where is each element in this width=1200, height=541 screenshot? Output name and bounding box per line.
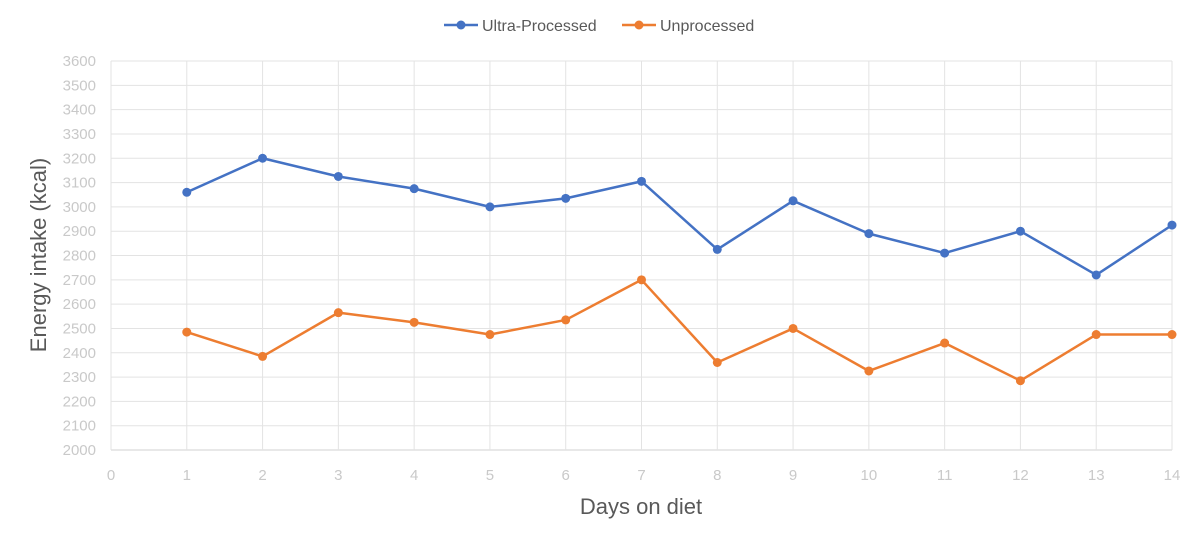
legend-label-ultra-processed: Ultra-Processed — [482, 18, 597, 35]
data-point-unprocessed-12[interactable] — [1015, 376, 1025, 386]
data-point-unprocessed-14[interactable] — [1167, 330, 1177, 340]
y-tick-label-2600: 2600 — [63, 296, 96, 313]
x-tick-label-10: 10 — [861, 467, 878, 484]
x-axis-ticks: 0 1 2 3 4 5 6 7 8 9 10 11 12 13 14 — [107, 467, 1181, 484]
y-tick-label-3400: 3400 — [63, 102, 96, 119]
data-point-ultra-processed-14[interactable] — [1167, 220, 1177, 230]
legend-item-unprocessed[interactable]: Unprocessed — [622, 18, 754, 35]
x-tick-label-5: 5 — [486, 467, 494, 484]
y-tick-label-2000: 2000 — [63, 442, 96, 459]
y-tick-label-2200: 2200 — [63, 393, 96, 410]
y-tick-label-3300: 3300 — [63, 126, 96, 143]
data-point-ultra-processed-6[interactable] — [561, 193, 571, 203]
series-line-ultra-processed — [186, 157, 1173, 277]
series-line-unprocessed — [186, 278, 1172, 382]
y-axis-title: Energy intake (kcal) — [26, 158, 51, 352]
data-point-ultra-processed-12[interactable] — [1015, 226, 1025, 236]
y-tick-label-2900: 2900 — [63, 223, 96, 240]
x-tick-label-1: 1 — [183, 467, 191, 484]
data-point-unprocessed-4[interactable] — [409, 317, 419, 327]
data-point-unprocessed-7[interactable] — [637, 275, 646, 285]
data-point-ultra-processed-3[interactable] — [333, 171, 343, 181]
x-tick-label-2: 2 — [258, 467, 266, 484]
y-tick-label-2100: 2100 — [63, 418, 96, 435]
data-point-unprocessed-13[interactable] — [1091, 330, 1101, 340]
legend-marker-ultra-processed — [456, 20, 466, 30]
data-point-unprocessed-6[interactable] — [561, 315, 571, 325]
x-tick-label-9: 9 — [789, 467, 797, 484]
legend-marker-unprocessed — [634, 20, 644, 30]
x-axis-title: Days on diet — [580, 494, 702, 519]
x-tick-label-7: 7 — [637, 467, 645, 484]
data-point-ultra-processed-5[interactable] — [485, 202, 495, 212]
data-point-ultra-processed-1[interactable] — [182, 187, 192, 197]
data-point-unprocessed-1[interactable] — [182, 327, 192, 337]
y-axis-ticks: 2000 2100 2200 2300 2400 2500 2600 2700 2800 2900… — [63, 53, 96, 459]
y-tick-label-3500: 3500 — [63, 77, 96, 94]
y-tick-label-3600: 3600 — [63, 53, 96, 70]
x-tick-label-8: 8 — [713, 467, 721, 484]
y-tick-label-3200: 3200 — [63, 150, 96, 167]
legend-label-unprocessed: Unprocessed — [660, 18, 754, 35]
x-tick-label-13: 13 — [1088, 467, 1105, 484]
data-point-unprocessed-11[interactable] — [940, 338, 950, 348]
x-tick-label-3: 3 — [334, 467, 342, 484]
y-tick-label-2800: 2800 — [63, 248, 96, 265]
y-tick-label-2400: 2400 — [63, 345, 96, 362]
y-tick-label-2700: 2700 — [63, 272, 96, 289]
y-tick-label-2300: 2300 — [63, 369, 96, 386]
x-tick-label-11: 11 — [937, 467, 953, 484]
x-tick-label-4: 4 — [410, 467, 418, 484]
data-point-ultra-processed-4[interactable] — [409, 184, 419, 194]
y-tick-label-2500: 2500 — [63, 320, 96, 337]
x-tick-label-14: 14 — [1164, 467, 1181, 484]
data-point-unprocessed-10[interactable] — [864, 366, 874, 376]
data-point-ultra-processed-8[interactable] — [712, 244, 722, 254]
data-point-unprocessed-2[interactable] — [258, 351, 268, 361]
data-point-ultra-processed-10[interactable] — [864, 229, 874, 239]
data-point-unprocessed-8[interactable] — [712, 357, 722, 367]
x-tick-label-6: 6 — [562, 467, 570, 484]
data-point-unprocessed-3[interactable] — [333, 308, 343, 318]
y-tick-label-3000: 3000 — [63, 199, 96, 216]
data-point-unprocessed-5[interactable] — [485, 330, 495, 340]
x-tick-label-12: 12 — [1012, 467, 1029, 484]
gridlines — [110, 60, 1173, 451]
legend-item-ultra-processed[interactable]: Ultra-Processed — [444, 18, 597, 35]
data-point-ultra-processed-7[interactable] — [637, 176, 646, 186]
data-point-ultra-processed-11[interactable] — [940, 248, 950, 258]
data-point-ultra-processed-13[interactable] — [1091, 270, 1101, 280]
y-tick-label-3100: 3100 — [63, 175, 96, 192]
data-series — [182, 153, 1177, 386]
data-point-ultra-processed-2[interactable] — [258, 153, 268, 163]
data-point-unprocessed-9[interactable] — [788, 323, 798, 333]
x-tick-label-0: 0 — [107, 467, 115, 484]
legend: Ultra-Processed Unprocessed — [444, 18, 754, 35]
data-point-ultra-processed-9[interactable] — [788, 196, 798, 206]
